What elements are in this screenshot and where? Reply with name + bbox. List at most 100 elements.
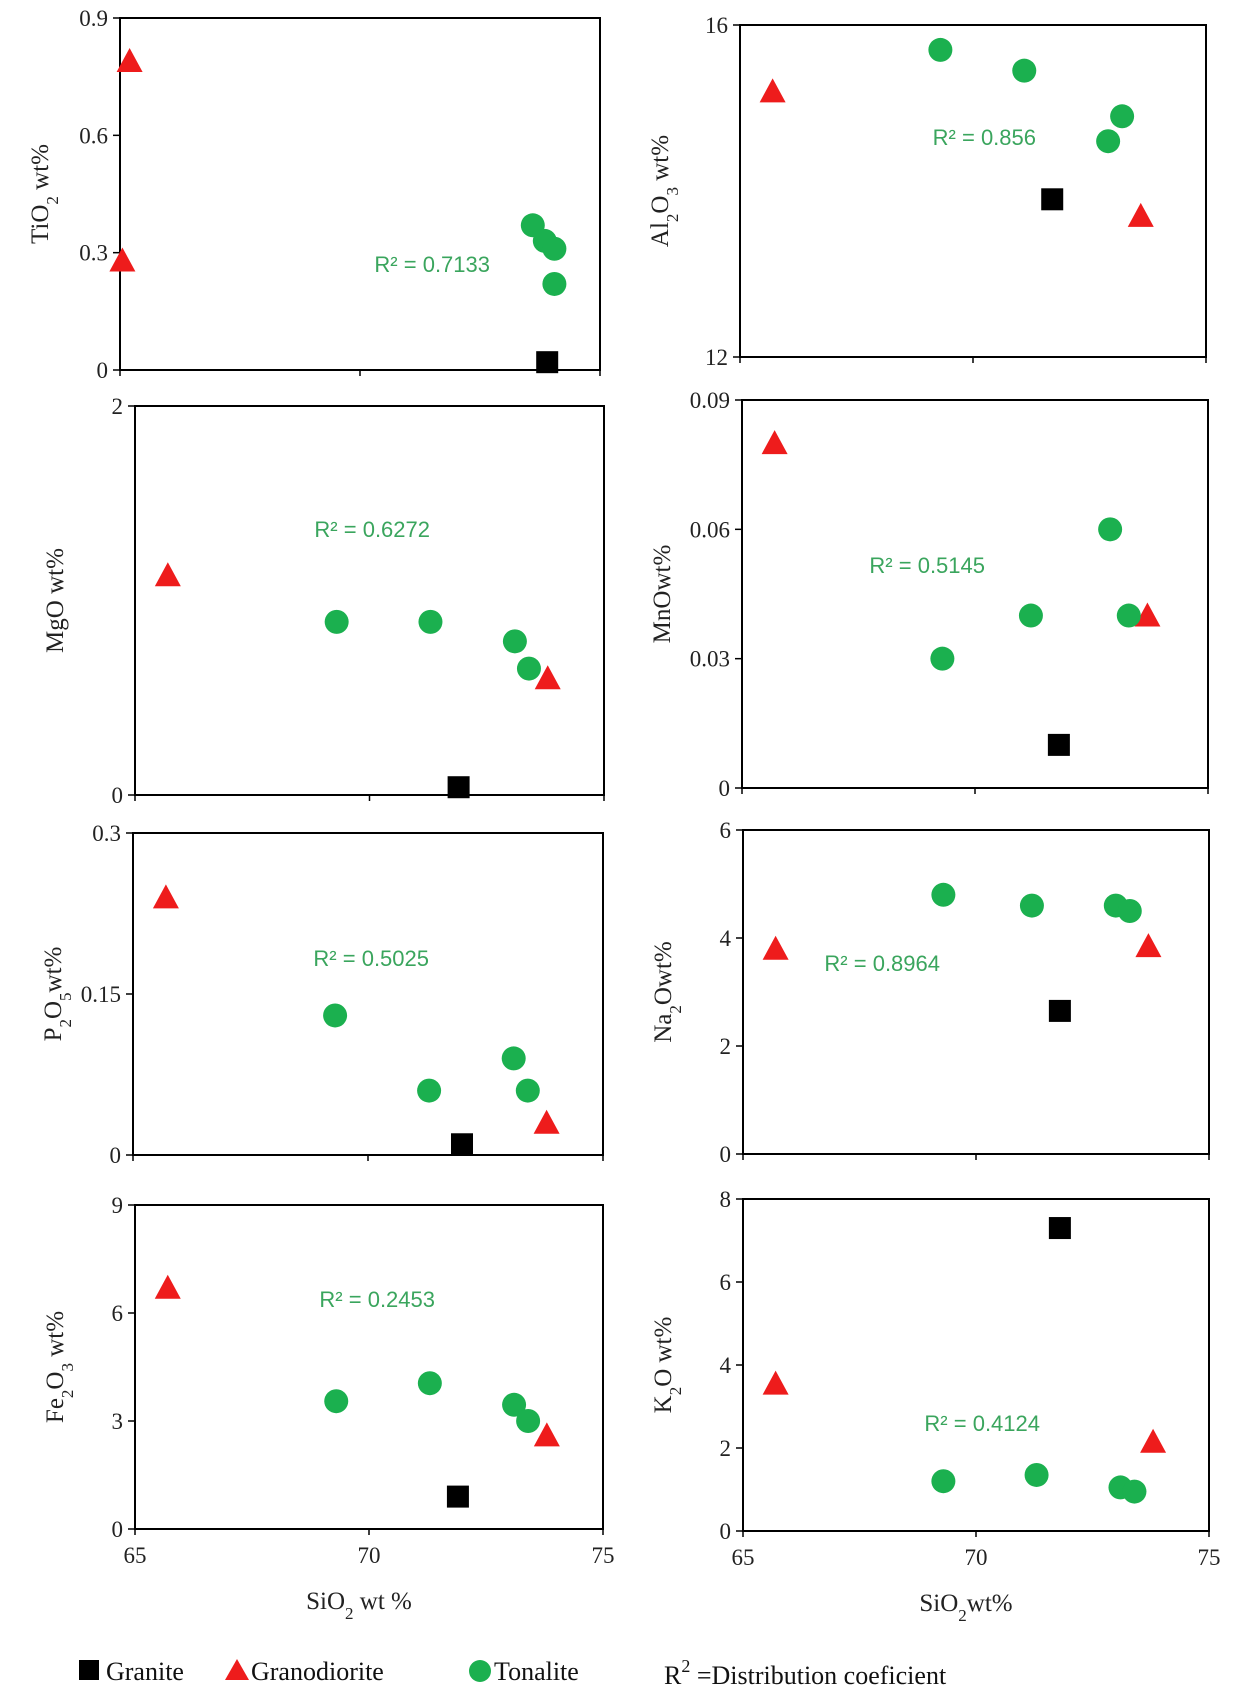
panels-group: 0 0.3 0.6 0.9 TiO2 wt% R² = 0.7133 12 16 Al2O3 w… <box>27 6 1221 1625</box>
point-granodiorite-al2o3 <box>759 78 786 103</box>
point-tonalite-na2o <box>931 882 956 907</box>
x-tick-label-k2o: 75 <box>1198 1545 1221 1570</box>
y-tick-label-p2o5: 0 <box>110 1143 122 1168</box>
point-tonalite-mno <box>1018 603 1043 628</box>
point-tonalite-mno <box>1098 517 1123 542</box>
legend: Granite Granodiorite Tonalite R2 =Distri… <box>79 1656 947 1690</box>
point-tonalite-mgo <box>324 609 349 634</box>
y-tick-label-mno: 0.03 <box>690 647 730 672</box>
point-granodiorite-tio2 <box>109 247 136 272</box>
point-granodiorite-p2o5 <box>152 884 179 909</box>
point-granite-mno <box>1047 733 1070 756</box>
point-tonalite-al2o3 <box>1110 104 1135 129</box>
y-tick-label-na2o: 0 <box>720 1142 732 1167</box>
point-granodiorite-fe2o3 <box>154 1274 181 1299</box>
r-squared-label-k2o: R² = 0.4124 <box>924 1411 1040 1436</box>
point-tonalite-k2o <box>1122 1479 1147 1504</box>
point-tonalite-al2o3 <box>928 37 953 62</box>
point-granodiorite-al2o3 <box>1127 202 1154 227</box>
point-tonalite-fe2o3 <box>502 1392 527 1417</box>
point-tonalite-fe2o3 <box>516 1409 541 1433</box>
y-tick-label-tio2: 0.6 <box>79 123 108 148</box>
point-tonalite-mgo <box>516 656 541 681</box>
point-granodiorite-k2o <box>1140 1428 1167 1453</box>
y-axis-label-tio2: TiO2 wt% <box>27 144 62 244</box>
point-tonalite-na2o <box>1117 899 1142 923</box>
y-tick-label-fe2o3: 9 <box>112 1193 124 1218</box>
r-squared-label-na2o: R² = 0.8964 <box>824 951 940 976</box>
y-axis-label-k2o: K2O wt% <box>650 1317 685 1414</box>
point-granite-al2o3 <box>1041 188 1064 211</box>
point-tonalite-p2o5 <box>501 1046 526 1071</box>
point-granite-na2o <box>1048 999 1071 1022</box>
y-axis-label-mno: MnOwt% <box>649 545 676 644</box>
panel-al2o3: 12 16 Al2O3 wt% R² = 0.856 <box>647 13 1207 370</box>
plot-frame-tio2 <box>119 17 601 371</box>
x-axis-label-fe2o3: SiO2 wt % <box>306 1588 412 1623</box>
panel-fe2o3: 0 3 6 9 65 70 75 SiO2 wt % Fe2O3 wt% R² = 0.2453 <box>42 1193 615 1623</box>
y-tick-label-k2o: 4 <box>720 1353 732 1378</box>
y-tick-label-fe2o3: 6 <box>112 1301 124 1326</box>
y-tick-label-k2o: 6 <box>720 1270 732 1295</box>
x-axis-label-k2o: SiO2wt% <box>919 1590 1012 1625</box>
legend-granite-label: Granite <box>106 1657 184 1686</box>
x-tick-label-fe2o3: 70 <box>358 1543 381 1568</box>
point-granite-p2o5 <box>451 1133 473 1156</box>
point-granodiorite-p2o5 <box>533 1109 560 1134</box>
legend-tonalite-label: Tonalite <box>494 1657 579 1686</box>
y-axis-label-p2o5: P2O5wt% <box>40 947 75 1042</box>
point-tonalite-k2o <box>1024 1462 1049 1487</box>
x-tick-label-fe2o3: 75 <box>592 1543 615 1568</box>
legend-granodiorite-label: Granodiorite <box>251 1657 384 1686</box>
y-tick-label-mno: 0 <box>719 776 731 801</box>
y-tick-label-na2o: 4 <box>720 926 732 951</box>
point-tonalite-fe2o3 <box>417 1371 442 1396</box>
y-axis-label-mgo: MgO wt% <box>42 548 69 653</box>
y-tick-label-fe2o3: 3 <box>112 1409 124 1434</box>
r-squared-label-fe2o3: R² = 0.2453 <box>319 1287 435 1312</box>
point-granodiorite-k2o <box>762 1370 789 1395</box>
legend-tonalite-marker <box>469 1660 491 1682</box>
y-tick-label-mgo: 2 <box>112 394 124 419</box>
point-tonalite-mgo <box>502 629 527 654</box>
plot-frame-mno <box>741 399 1209 789</box>
r-squared-label-mgo: R² = 0.6272 <box>314 517 430 542</box>
point-tonalite-na2o <box>1019 893 1044 918</box>
point-tonalite-mno <box>930 646 955 671</box>
y-tick-label-na2o: 2 <box>720 1034 732 1059</box>
y-tick-label-k2o: 0 <box>720 1519 732 1544</box>
legend-granite-marker <box>79 1660 99 1680</box>
y-axis-label-fe2o3: Fe2O3 wt% <box>42 1311 77 1423</box>
point-granite-fe2o3 <box>446 1485 469 1508</box>
point-granodiorite-na2o <box>762 935 789 960</box>
point-tonalite-mgo <box>418 609 443 634</box>
r-squared-label-al2o3: R² = 0.856 <box>933 125 1036 150</box>
point-tonalite-p2o5 <box>515 1078 540 1103</box>
y-tick-label-al2o3: 12 <box>705 345 728 370</box>
point-granite-k2o <box>1048 1217 1071 1240</box>
point-tonalite-tio2 <box>542 271 567 296</box>
point-tonalite-k2o <box>931 1469 956 1494</box>
point-granodiorite-fe2o3 <box>533 1422 560 1447</box>
point-granodiorite-tio2 <box>116 48 143 73</box>
r-squared-label-mno: R² = 0.5145 <box>869 553 985 578</box>
panel-tio2: 0 0.3 0.6 0.9 TiO2 wt% R² = 0.7133 <box>27 6 601 383</box>
point-granite-tio2 <box>536 351 559 374</box>
y-tick-label-mno: 0.09 <box>690 388 730 413</box>
point-granodiorite-mgo <box>534 665 561 690</box>
y-tick-label-mgo: 0 <box>112 783 124 808</box>
x-tick-label-k2o: 65 <box>732 1545 755 1570</box>
point-granodiorite-mno <box>761 430 788 455</box>
y-tick-label-k2o: 8 <box>720 1187 732 1212</box>
y-axis-label-al2o3: Al2O3 wt% <box>647 135 682 247</box>
y-tick-label-k2o: 2 <box>720 1436 732 1461</box>
panel-na2o: 0 2 4 6 Na2Owt% R² = 0.8964 <box>650 818 1210 1167</box>
panel-p2o5: 0 0.15 0.3 P2O5wt% R² = 0.5025 <box>40 821 604 1168</box>
y-tick-label-fe2o3: 0 <box>112 1517 124 1542</box>
y-tick-label-na2o: 6 <box>720 818 732 843</box>
point-granodiorite-mno <box>1134 602 1161 627</box>
legend-granodiorite-marker <box>225 1659 249 1680</box>
panel-mno: 0 0.03 0.06 0.09 MnOwt% R² = 0.5145 <box>649 388 1209 801</box>
r-squared-label-p2o5: R² = 0.5025 <box>313 946 429 971</box>
